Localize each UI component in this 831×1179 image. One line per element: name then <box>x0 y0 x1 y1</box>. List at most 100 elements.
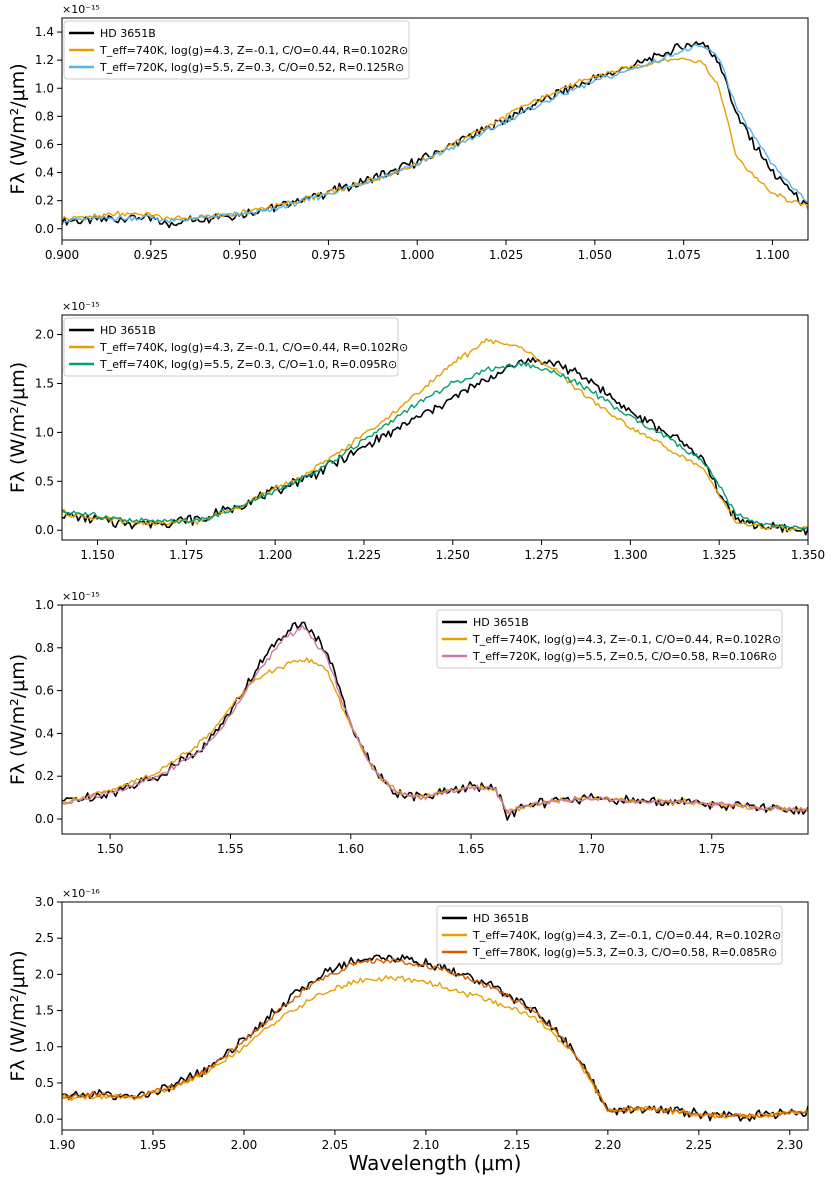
series-lines <box>62 338 808 536</box>
y-tick-label: 0.8 <box>35 641 54 655</box>
legend-label-3: T_eff=720K, log(g)=5.5, Z=0.5, C/O=0.58,… <box>472 650 777 663</box>
x-tick-label: 2.25 <box>685 1138 712 1152</box>
series-line-2 <box>62 57 808 222</box>
panel-2: 1.150 1.175 1.200 1.225 1.250 1.275 1.300 1.325… <box>7 300 825 562</box>
y-tick-label: 1.5 <box>35 376 54 390</box>
y-axis-label: Fλ (W/m²/μm) <box>7 63 29 194</box>
y-tick-label: 2.5 <box>35 931 54 945</box>
legend-label-3: T_eff=720K, log(g)=5.5, Z=0.3, C/O=0.52,… <box>99 61 404 74</box>
y-axis-label: Fλ (W/m²/μm) <box>7 362 29 493</box>
y-tick-label: 0.6 <box>35 684 54 698</box>
panel-3: 1.50 1.55 1.60 1.65 1.70 1.75 0.0 0.2 0.4 0.6 0.8 1… <box>7 590 809 856</box>
x-tick-label: 1.65 <box>458 842 485 856</box>
x-tick-label: 1.050 <box>578 248 612 262</box>
x-tick-label: 1.90 <box>49 1138 76 1152</box>
x-tick-label: 2.20 <box>594 1138 621 1152</box>
legend: HD 3651B T_eff=740K, log(g)=4.3, Z=-0.1, … <box>436 609 783 669</box>
legend-label-1: HD 3651B <box>473 616 529 629</box>
y-tick-label: 1.0 <box>35 81 54 95</box>
y-tick-label: 1.4 <box>35 25 54 39</box>
x-tick-label: 2.05 <box>322 1138 349 1152</box>
y-tick-label: 0.4 <box>35 166 54 180</box>
y-tick-label: 0.0 <box>35 222 54 236</box>
x-tick-label: 2.30 <box>776 1138 803 1152</box>
legend-label-2: T_eff=740K, log(g)=4.3, Z=-0.1, C/O=0.44… <box>472 633 781 646</box>
series-line-2 <box>62 975 808 1119</box>
plot-frame <box>61 901 809 1131</box>
y-tick-label: 2.0 <box>35 328 54 342</box>
legend-label-2: T_eff=740K, log(g)=4.3, Z=-0.1, C/O=0.44… <box>99 341 408 354</box>
x-tick-label: 1.95 <box>140 1138 167 1152</box>
panel-1: 0.900 0.925 0.950 0.975 1.000 1.025 1.050 1.075… <box>7 3 809 262</box>
legend: HD 3651B T_eff=740K, log(g)=4.3, Z=-0.1, … <box>63 20 410 80</box>
x-tick-label: 2.15 <box>504 1138 531 1152</box>
x-tick-label: 1.250 <box>436 548 470 562</box>
x-tick-label: 1.50 <box>97 842 124 856</box>
x-tick-label: 0.900 <box>45 248 79 262</box>
legend-box <box>436 905 783 965</box>
plot-frame <box>61 17 809 241</box>
x-tick-label: 1.175 <box>169 548 203 562</box>
series-line-3 <box>62 624 808 815</box>
legend-label-2: T_eff=740K, log(g)=4.3, Z=-0.1, C/O=0.44… <box>472 929 781 942</box>
x-tick-label: 1.350 <box>791 548 825 562</box>
legend-label-1: HD 3651B <box>473 912 529 925</box>
axis-multiplier: ×10⁻¹⁵ <box>62 3 100 16</box>
y-tick-label: 3.0 <box>35 895 54 909</box>
legend-box <box>63 20 410 80</box>
y-tick-label: 0.0 <box>35 1112 54 1126</box>
x-tick-label: 1.100 <box>755 248 789 262</box>
y-tick-label: 0.6 <box>35 137 54 151</box>
plot-frame <box>61 314 809 541</box>
legend-label-2: T_eff=740K, log(g)=4.3, Z=-0.1, C/O=0.44… <box>99 44 408 57</box>
x-tick-label: 1.000 <box>400 248 434 262</box>
y-tick-label: 0.4 <box>35 726 54 740</box>
legend-label-1: HD 3651B <box>100 27 156 40</box>
series-lines <box>62 621 808 821</box>
x-tick-label: 1.275 <box>524 548 558 562</box>
plot-frame <box>61 604 809 835</box>
y-tick-label: 1.0 <box>35 1040 54 1054</box>
y-tick-label: 2.0 <box>35 967 54 981</box>
x-tick-label: 1.150 <box>80 548 114 562</box>
y-axis-label: Fλ (W/m²/μm) <box>7 654 29 785</box>
axis-multiplier: ×10⁻¹⁵ <box>62 300 100 313</box>
x-tick-label: 2.00 <box>231 1138 258 1152</box>
y-tick-label: 1.2 <box>35 53 54 67</box>
y-tick-label: 0.5 <box>35 1076 54 1090</box>
series-line-3 <box>62 361 808 530</box>
x-tick-label: 1.55 <box>217 842 244 856</box>
x-tick-label: 0.925 <box>134 248 168 262</box>
x-tick-label: 0.975 <box>311 248 345 262</box>
x-tick-label: 1.025 <box>489 248 523 262</box>
x-tick-label: 1.325 <box>702 548 736 562</box>
y-tick-label: 1.0 <box>35 598 54 612</box>
y-tick-label: 0.2 <box>35 194 54 208</box>
y-tick-label: 1.0 <box>35 425 54 439</box>
y-tick-label: 0.0 <box>35 812 54 826</box>
x-tick-label: 1.300 <box>613 548 647 562</box>
legend: HD 3651B T_eff=740K, log(g)=4.3, Z=-0.1, … <box>436 905 783 965</box>
panel-4: 1.90 1.95 2.00 2.05 2.10 2.15 2.20 2.25 2.30 0.0 0… <box>7 887 809 1175</box>
x-tick-label: 1.075 <box>666 248 700 262</box>
x-tick-label: 1.200 <box>258 548 292 562</box>
series-line-2 <box>62 657 808 814</box>
y-tick-label: 0.5 <box>35 474 54 488</box>
y-tick-label: 0.0 <box>35 523 54 537</box>
x-tick-label: 2.10 <box>413 1138 440 1152</box>
x-tick-label: 0.950 <box>222 248 256 262</box>
x-tick-label: 1.75 <box>698 842 725 856</box>
legend-box <box>436 609 783 669</box>
series-line-3 <box>62 43 808 224</box>
y-tick-label: 0.8 <box>35 109 54 123</box>
y-tick-label: 0.2 <box>35 769 54 783</box>
x-tick-label: 1.60 <box>337 842 364 856</box>
series-line-1 <box>62 954 808 1122</box>
x-axis-label: Wavelength (μm) <box>349 1151 522 1175</box>
x-tick-label: 1.70 <box>578 842 605 856</box>
y-tick-label: 1.5 <box>35 1004 54 1018</box>
axis-multiplier: ×10⁻¹⁶ <box>62 887 100 900</box>
x-tick-label: 1.225 <box>347 548 381 562</box>
axis-multiplier: ×10⁻¹⁵ <box>62 590 100 603</box>
